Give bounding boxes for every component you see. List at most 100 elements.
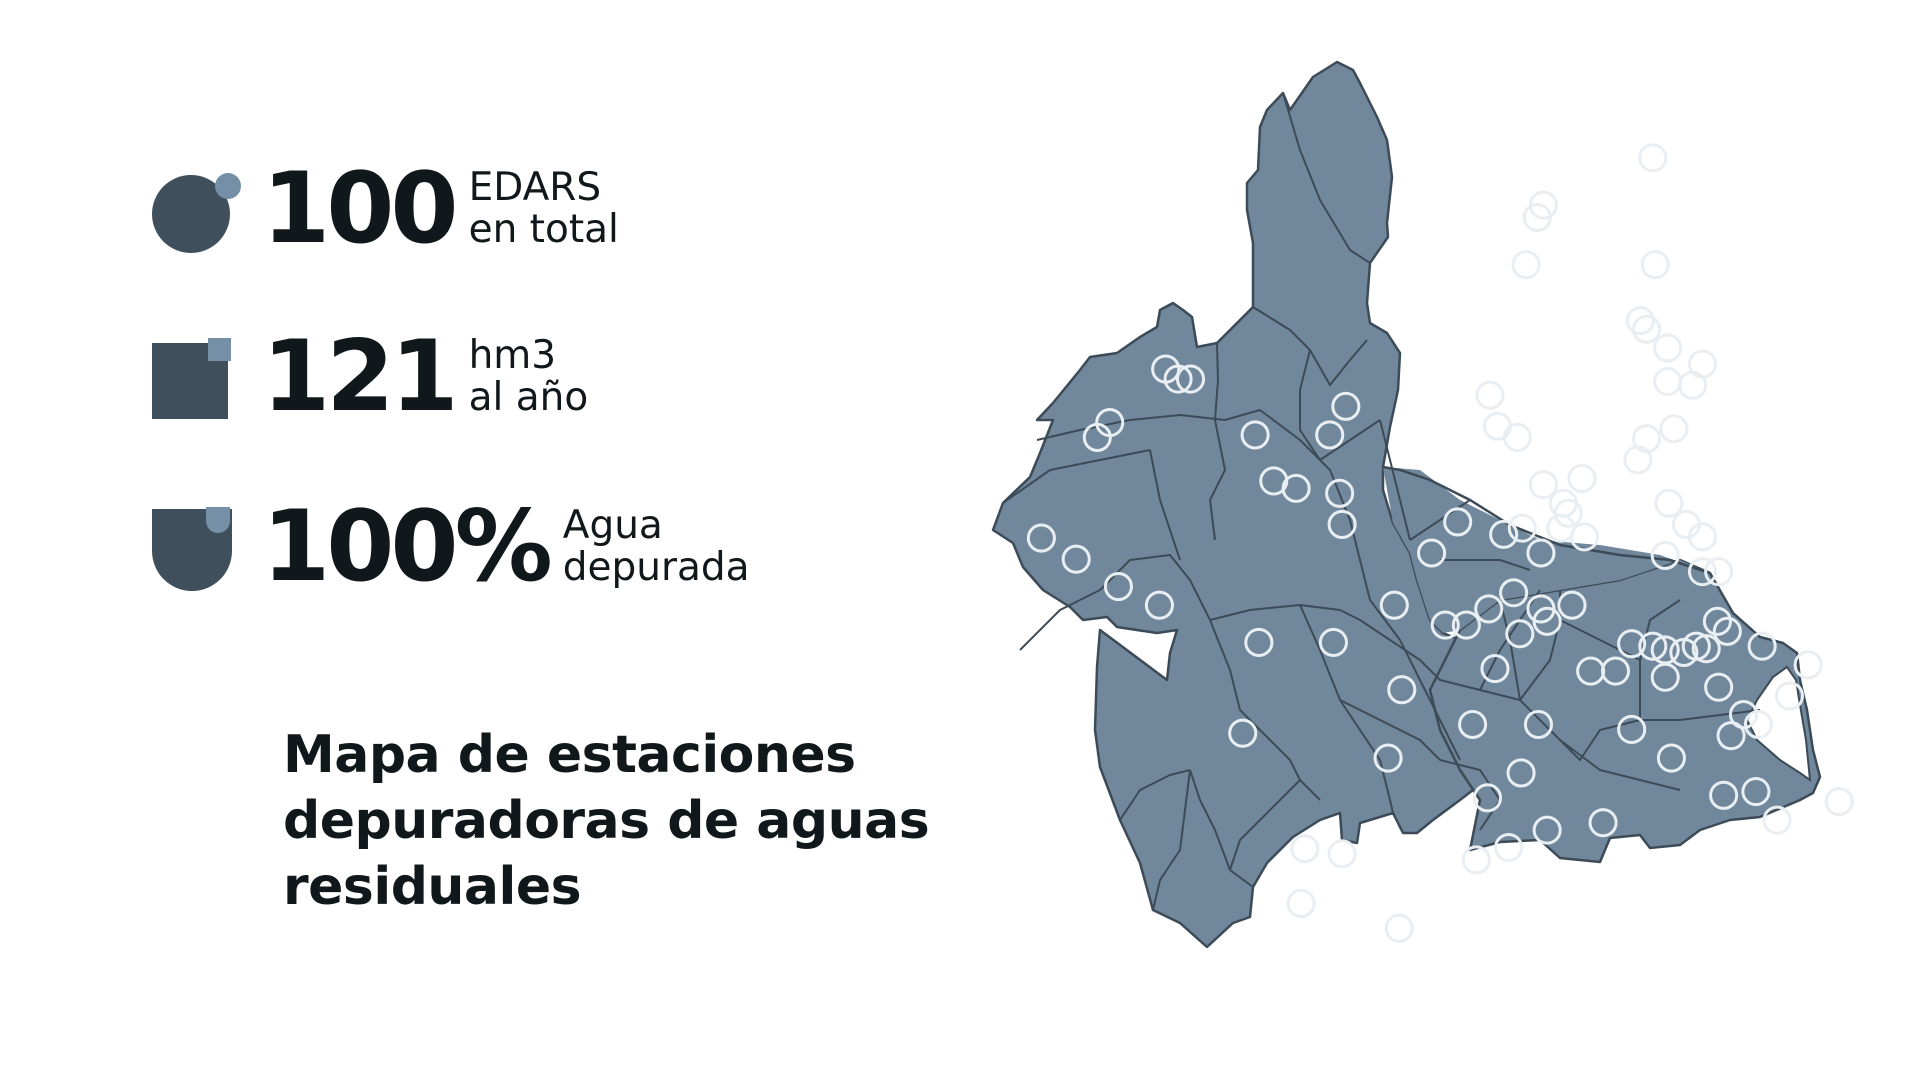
edar-marker[interactable] [1704, 557, 1734, 587]
edar-marker[interactable] [1387, 675, 1417, 705]
stat-label-line2: en total [468, 207, 619, 252]
edar-marker[interactable] [1373, 743, 1403, 773]
edar-marker[interactable] [1569, 522, 1599, 552]
edar-marker[interactable] [1061, 544, 1091, 574]
edar-marker[interactable] [1315, 420, 1345, 450]
edar-marker[interactable] [1712, 616, 1742, 646]
edar-marker[interactable] [1557, 590, 1587, 620]
edar-marker[interactable] [1747, 631, 1777, 661]
edar-marker[interactable] [1526, 538, 1556, 568]
edar-marker[interactable] [1144, 590, 1174, 620]
edar-marker[interactable] [1625, 306, 1655, 336]
edar-marker[interactable] [1103, 572, 1133, 602]
edar-marker[interactable] [1523, 709, 1554, 740]
edar-marker[interactable] [1482, 411, 1512, 441]
edar-marker[interactable] [1709, 780, 1739, 810]
edar-marker[interactable] [1653, 333, 1683, 363]
edar-marker[interactable] [1506, 758, 1536, 788]
edar-marker[interactable] [1687, 522, 1718, 552]
edar-marker[interactable] [1417, 538, 1447, 568]
edar-marker[interactable] [1650, 662, 1680, 692]
edar-marker[interactable] [1600, 656, 1631, 686]
edar-marker[interactable] [1588, 808, 1618, 838]
edar-marker[interactable] [1286, 888, 1316, 918]
edar-marker[interactable] [1793, 650, 1823, 680]
edar-marker[interactable] [1650, 540, 1680, 571]
edar-marker[interactable] [1163, 364, 1193, 394]
edar-marker[interactable] [1472, 783, 1503, 813]
edar-marker[interactable] [1502, 422, 1532, 452]
stat-label-line1: EDARS [468, 165, 602, 210]
edar-marker[interactable] [1824, 787, 1854, 817]
edar-marker[interactable] [1489, 519, 1519, 549]
edar-marker[interactable] [1474, 594, 1504, 624]
edar-marker[interactable] [1505, 619, 1535, 649]
edar-marker[interactable] [1704, 672, 1734, 702]
map-title-line1: Mapa de estaciones [283, 725, 856, 785]
edar-marker[interactable] [1702, 606, 1732, 636]
edar-marker[interactable] [1532, 606, 1562, 636]
stat-label-line1: hm3 [468, 333, 557, 378]
edar-marker[interactable] [1656, 743, 1686, 773]
edar-marker[interactable] [1728, 700, 1759, 730]
edar-marker[interactable] [1511, 250, 1541, 280]
edar-marker[interactable] [1327, 839, 1357, 869]
edar-marker[interactable] [1687, 557, 1718, 587]
edar-marker[interactable] [1461, 845, 1491, 875]
edar-marker[interactable] [1379, 590, 1409, 620]
stat-edars-total: 100 EDARS en total [150, 160, 619, 258]
edar-marker[interactable] [1691, 634, 1721, 664]
edar-marker[interactable] [1318, 627, 1348, 658]
stat-label: Agua depurada [563, 505, 750, 589]
edar-marker[interactable] [1331, 391, 1361, 421]
map-title-line2: depuradoras de aguas [283, 791, 930, 851]
edar-marker[interactable] [1653, 366, 1683, 397]
edar-marker[interactable] [1507, 513, 1537, 543]
edar-marker[interactable] [1743, 709, 1773, 740]
edar-marker[interactable] [1567, 463, 1597, 493]
edar-marker[interactable] [1480, 654, 1510, 684]
edar-marker[interactable] [1678, 370, 1708, 400]
edar-marker[interactable] [1290, 834, 1320, 864]
edar-marker[interactable] [1774, 681, 1805, 711]
stat-value: 100 [262, 152, 459, 266]
edar-marker[interactable] [1741, 777, 1771, 807]
edar-marker[interactable] [1026, 523, 1056, 553]
edar-marker[interactable] [1638, 631, 1668, 661]
edar-marker[interactable] [1528, 470, 1558, 500]
edar-marker[interactable] [1325, 478, 1355, 508]
edar-marker[interactable] [1451, 610, 1481, 640]
edar-marker[interactable] [1082, 422, 1112, 452]
edar-marker[interactable] [1532, 815, 1562, 845]
edar-marker[interactable] [1632, 314, 1662, 344]
edar-marker[interactable] [1327, 509, 1357, 539]
shield-drop-icon [150, 505, 234, 591]
stat-label: hm3 al año [469, 335, 589, 419]
edar-marker[interactable] [1716, 721, 1746, 751]
edar-marker[interactable] [1638, 143, 1668, 173]
edar-marker[interactable] [1443, 507, 1473, 537]
edar-marker[interactable] [1494, 832, 1524, 863]
edar-marker[interactable] [1499, 578, 1529, 608]
edar-marker[interactable] [1281, 473, 1311, 503]
edar-marker[interactable] [1553, 498, 1583, 528]
municipal-borders [1002, 92, 1761, 911]
edar-marker[interactable] [1228, 718, 1258, 748]
edar-marker[interactable] [1522, 202, 1552, 233]
region-outline [991, 60, 1822, 949]
edar-marker[interactable] [1240, 420, 1270, 450]
edar-marker[interactable] [1384, 913, 1414, 943]
edar-marker[interactable] [1654, 488, 1684, 518]
edar-marker[interactable] [1762, 805, 1792, 835]
edar-marker[interactable] [1617, 714, 1647, 745]
edar-marker[interactable] [1640, 250, 1670, 280]
edar-marker[interactable] [1623, 445, 1653, 475]
edar-marker[interactable] [1458, 709, 1488, 740]
square-dot-icon [150, 335, 234, 419]
edar-marker[interactable] [1244, 627, 1274, 658]
edar-marker[interactable] [1475, 380, 1505, 410]
edar-marker[interactable] [1430, 610, 1460, 640]
edar-marker[interactable] [1659, 414, 1689, 444]
edar-marker[interactable] [1175, 364, 1206, 394]
edar-marker[interactable] [1617, 629, 1647, 659]
